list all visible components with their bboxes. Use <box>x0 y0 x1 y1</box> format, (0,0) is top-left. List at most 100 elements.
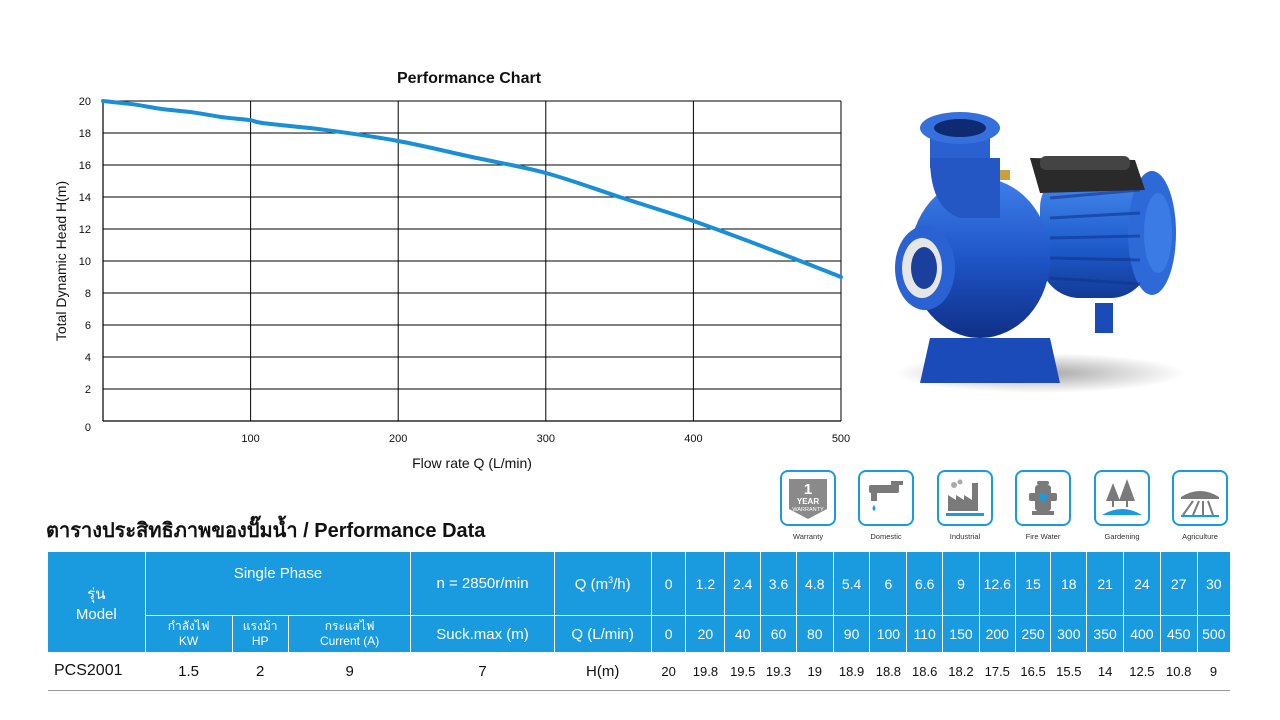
h-cell: 10.8 <box>1160 652 1198 691</box>
q-lmin-cell: 450 <box>1159 615 1198 652</box>
gardening-trees-icon <box>1094 470 1150 526</box>
q-lmin-cell: 0 <box>650 615 686 652</box>
h-cell: 20 <box>651 652 686 691</box>
performance-data-table: รุ่น Model Single Phase n = 2850r/min Q … <box>48 551 1230 691</box>
icon-label-industrial: Industrial <box>949 532 981 541</box>
q-m3h-cell: 21 <box>1086 551 1124 616</box>
q-m3h-cell: 5.4 <box>832 551 870 616</box>
q-m3h-header: Q (m3/h) <box>553 551 652 616</box>
q-lmin-cell: 150 <box>942 615 980 652</box>
application-icons: 1 YEAR WARRANTY Warranty Domestic Indust… <box>780 470 1230 541</box>
h-cell: 18.9 <box>833 652 870 691</box>
performance-chart: Performance Chart 0 2 4 6 8 10 12 14 16 18 20 100 2… <box>53 70 850 471</box>
y-tick-label: 16 <box>79 160 91 172</box>
q-m3h-cell: 1.2 <box>685 551 725 616</box>
icon-label-agriculture: Agriculture <box>1182 532 1218 541</box>
chart-title: Performance Chart <box>397 70 542 87</box>
q-lmin-cell: 90 <box>832 615 870 652</box>
q-m3h-cell: 15 <box>1014 551 1051 616</box>
icon-label-fire-water: Fire Water <box>1025 532 1061 541</box>
h-cell: 9 <box>1197 652 1230 691</box>
suck-max-header: Suck.max (m) <box>410 615 555 652</box>
q-m3h-cell: 9 <box>942 551 980 616</box>
q-m3h-cell: 6.6 <box>906 551 943 616</box>
q-lmin-cell: 110 <box>906 615 943 652</box>
h-cell: 19 <box>796 652 834 691</box>
x-tick-label: 300 <box>537 433 555 445</box>
icon-label-gardening: Gardening <box>1104 532 1140 541</box>
model-header-english: Model <box>75 605 117 623</box>
kw-cell: 1.5 <box>145 652 233 691</box>
y-tick-label: 2 <box>85 384 91 396</box>
q-m3h-cell: 24 <box>1123 551 1161 616</box>
fire-hydrant-icon <box>1015 470 1071 526</box>
industrial-factory-icon <box>937 470 993 526</box>
warranty-1-year-icon: 1 YEAR WARRANTY <box>780 470 836 526</box>
h-cell: 18.8 <box>869 652 907 691</box>
svg-text:WARRANTY: WARRANTY <box>792 507 824 513</box>
y-axis-ticks: 0 2 4 6 8 10 12 14 16 18 20 <box>79 96 91 434</box>
h-cell: 19.8 <box>685 652 725 691</box>
current-cell: 9 <box>288 652 411 691</box>
q-lmin-cell: 20 <box>685 615 725 652</box>
chart-grid <box>102 100 842 422</box>
y-tick-label: 4 <box>85 352 91 364</box>
kw-header: กำลังไฟ KW <box>144 615 233 652</box>
q-lmin-cell: 300 <box>1050 615 1087 652</box>
h-cell: 18.2 <box>942 652 980 691</box>
x-axis-label: Flow rate Q (L/min) <box>412 455 532 471</box>
hp-cell: 2 <box>232 652 289 691</box>
q-m3h-cell: 2.4 <box>724 551 761 616</box>
q-lmin-cell: 200 <box>978 615 1016 652</box>
h-cell: 19.3 <box>760 652 797 691</box>
table-row: PCS2001 1.5 2 9 7 H(m) 20 19.8 19.5 19.3… <box>48 652 1230 691</box>
agriculture-field-icon <box>1172 470 1228 526</box>
svg-text:YEAR: YEAR <box>797 497 819 506</box>
x-tick-label: 200 <box>389 433 407 445</box>
h-cell: 12.5 <box>1123 652 1161 691</box>
q-lmin-cell: 100 <box>869 615 907 652</box>
x-tick-label: 500 <box>832 433 850 445</box>
y-tick-label: 12 <box>79 224 91 236</box>
current-header: กระแสไฟ Current (A) <box>287 615 411 652</box>
h-cell: 14 <box>1086 652 1124 691</box>
h-cell: 18.6 <box>906 652 943 691</box>
q-m3h-cell: 27 <box>1159 551 1198 616</box>
y-tick-label: 6 <box>85 320 91 332</box>
single-phase-header: Single Phase <box>144 551 411 616</box>
svg-text:1: 1 <box>804 481 812 498</box>
h-label-cell: H(m) <box>554 652 652 691</box>
icon-label-domestic: Domestic <box>870 532 902 541</box>
model-cell: PCS2001 <box>48 652 146 691</box>
q-m3h-cell: 12.6 <box>978 551 1016 616</box>
model-header: รุ่น Model <box>48 551 146 652</box>
h-cell: 17.5 <box>979 652 1016 691</box>
h-cell: 15.5 <box>1050 652 1087 691</box>
hp-header: แรงม้า HP <box>231 615 289 652</box>
icon-label-warranty: Warranty <box>792 532 824 541</box>
h-cell: 19.5 <box>724 652 761 691</box>
q-m3h-cell: 18 <box>1050 551 1087 616</box>
x-axis-ticks: 100 200 300 400 500 <box>241 433 850 445</box>
speed-header: n = 2850r/min <box>410 551 555 616</box>
q-lmin-cell: 400 <box>1123 615 1161 652</box>
x-tick-label: 400 <box>684 433 702 445</box>
q-lmin-cell: 350 <box>1086 615 1124 652</box>
y-tick-label: 18 <box>79 128 91 140</box>
pump-image <box>895 112 1185 393</box>
suck-cell: 7 <box>410 652 555 691</box>
series-line-head <box>101 99 843 279</box>
q-m3h-cell: 3.6 <box>760 551 797 616</box>
q-m3h-cell: 4.8 <box>795 551 834 616</box>
q-lmin-cell: 60 <box>760 615 797 652</box>
y-tick-label: 14 <box>79 192 91 204</box>
q-lmin-cell: 40 <box>724 615 761 652</box>
q-m3h-cell: 30 <box>1196 551 1230 616</box>
y-tick-label: 0 <box>85 422 91 434</box>
q-lmin-header: Q (L/min) <box>553 615 652 652</box>
q-m3h-cell: 6 <box>869 551 907 616</box>
y-tick-label: 10 <box>79 256 91 268</box>
y-axis-label: Total Dynamic Head H(m) <box>53 181 69 341</box>
q-lmin-cell: 500 <box>1196 615 1230 652</box>
y-tick-label: 20 <box>79 96 91 108</box>
